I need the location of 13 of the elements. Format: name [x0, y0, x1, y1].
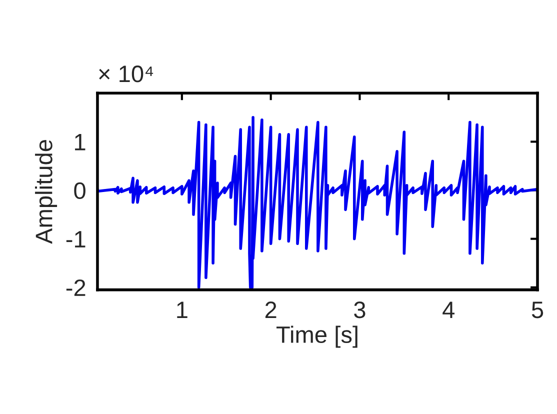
- x-axis-title: Time [s]: [276, 326, 358, 348]
- y-axis-title: Amplitude: [35, 140, 58, 244]
- y-tick-label: -1: [66, 231, 86, 248]
- line-series: [97, 116, 538, 289]
- text: × 10⁴: [99, 66, 154, 82]
- x-tick-label: 1: [177, 302, 188, 318]
- y-tick-label: 1: [75, 134, 86, 150]
- x-tick-label: 5: [532, 302, 544, 318]
- x-tick-label: 4: [442, 302, 454, 318]
- y-tick-label: 0: [74, 182, 86, 200]
- y-tick-label: -2: [66, 279, 86, 296]
- x-tick-label: 2: [265, 302, 276, 318]
- x-tick-label: 3: [354, 302, 366, 318]
